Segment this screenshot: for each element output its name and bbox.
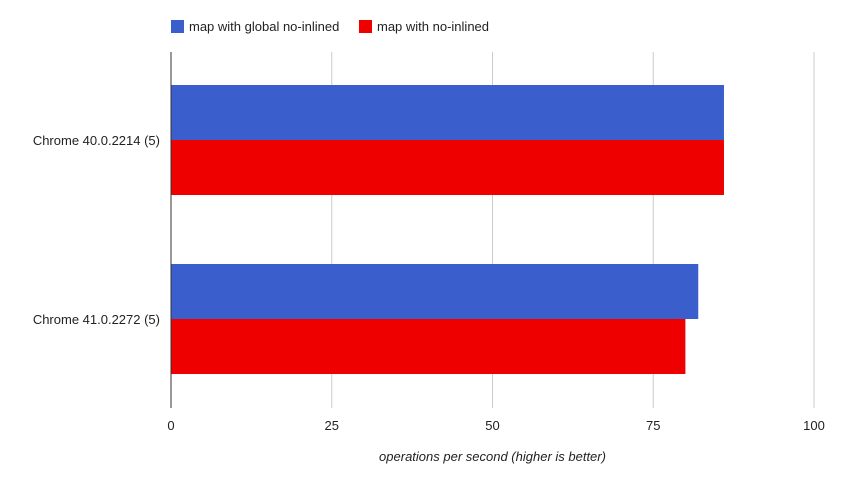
legend-swatch: [359, 20, 372, 33]
x-tick-label: 75: [646, 418, 660, 433]
x-axis-title: operations per second (higher is better): [379, 449, 606, 464]
bar: [171, 319, 686, 374]
bar: [171, 140, 724, 195]
category-label: Chrome 41.0.2272 (5): [33, 312, 160, 327]
category-label: Chrome 40.0.2214 (5): [33, 133, 160, 148]
bar: [171, 85, 724, 140]
x-tick-label: 100: [803, 418, 825, 433]
x-tick-label: 25: [325, 418, 339, 433]
labels: Chrome 40.0.2214 (5) Chrome 41.0.2272 (5)…: [33, 133, 825, 464]
legend-swatch: [171, 20, 184, 33]
bar: [171, 264, 699, 319]
bars: [171, 85, 724, 374]
legend-label: map with global no-inlined: [189, 19, 339, 34]
x-tick-label: 50: [485, 418, 499, 433]
legend-label: map with no-inlined: [377, 19, 489, 34]
x-tick-label: 0: [167, 418, 174, 433]
legend: map with global no-inlined map with no-in…: [171, 19, 489, 34]
